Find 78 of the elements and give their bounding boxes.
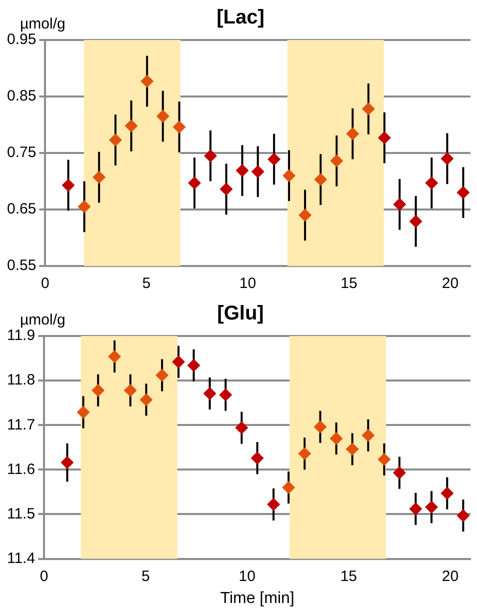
x-tick-label: 20: [442, 568, 459, 585]
point: [393, 198, 406, 211]
point: [156, 110, 170, 123]
point: [172, 120, 186, 134]
point: [456, 509, 470, 522]
point: [409, 502, 422, 516]
point: [314, 420, 327, 434]
point: [282, 169, 296, 182]
point: [78, 200, 91, 214]
chart-title: [Glu]: [217, 302, 264, 325]
point: [268, 152, 281, 166]
x-tick-label: 15: [340, 568, 358, 585]
point: [362, 102, 375, 116]
point: [330, 432, 343, 445]
x-tick-label: 5: [142, 275, 151, 292]
y-tick-label: 11.7: [6, 416, 36, 434]
y-tick-label: 11.5: [6, 505, 36, 522]
point: [76, 406, 90, 419]
point: [362, 428, 375, 442]
point: [314, 173, 328, 186]
point: [440, 486, 454, 500]
x-tick-label: 10: [239, 275, 256, 292]
point: [156, 368, 169, 382]
point: [425, 500, 438, 514]
point: [267, 498, 280, 511]
x-tick-label: 5: [141, 568, 150, 585]
point: [330, 154, 344, 168]
point: [378, 452, 391, 466]
point: [108, 350, 122, 363]
y-tick-label: 11.6: [6, 460, 36, 478]
y-tick-label: 0.65: [6, 200, 36, 218]
point: [219, 388, 232, 402]
x-tick-label: 0: [40, 568, 48, 585]
y-tick-label: 11.8: [6, 372, 36, 389]
point: [172, 355, 186, 368]
point: [92, 384, 105, 397]
point: [456, 186, 470, 200]
point: [346, 127, 360, 140]
point: [392, 466, 406, 480]
point: [409, 214, 422, 228]
y-tick-label: 11.9: [6, 327, 36, 344]
point: [440, 152, 454, 166]
point: [140, 393, 153, 406]
point: [346, 442, 359, 456]
y-tick-label: 0.95: [6, 31, 36, 48]
point: [235, 421, 248, 434]
x-tick-label: 10: [238, 568, 256, 585]
y-tick-label: 0.55: [6, 257, 36, 274]
point: [108, 134, 122, 147]
point: [92, 170, 106, 184]
x-tick-label: 0: [41, 275, 50, 292]
point: [124, 384, 137, 397]
point: [298, 447, 312, 460]
x-tick-label: 20: [442, 275, 459, 292]
point: [187, 358, 200, 372]
point: [140, 74, 154, 88]
point: [250, 452, 264, 465]
point: [298, 208, 312, 222]
point: [60, 456, 74, 470]
point: [62, 178, 75, 192]
point: [282, 481, 296, 494]
point: [124, 119, 138, 132]
chart-title: [Lac]: [216, 6, 264, 29]
point: [425, 176, 438, 190]
y-tick-label: 0.75: [6, 144, 36, 162]
point: [204, 149, 217, 162]
point: [378, 131, 391, 144]
point: [220, 182, 233, 196]
y-axis-title: µmol/g: [20, 312, 66, 329]
point: [251, 165, 264, 178]
point: [203, 386, 216, 400]
y-axis-title: µmol/g: [20, 16, 66, 33]
point: [236, 164, 249, 178]
x-tick-label: 15: [340, 275, 358, 292]
y-tick-label: 0.85: [6, 88, 36, 105]
point: [188, 176, 201, 190]
x-axis-title: Time [min]: [220, 590, 294, 607]
y-tick-label: 11.4: [6, 550, 36, 567]
